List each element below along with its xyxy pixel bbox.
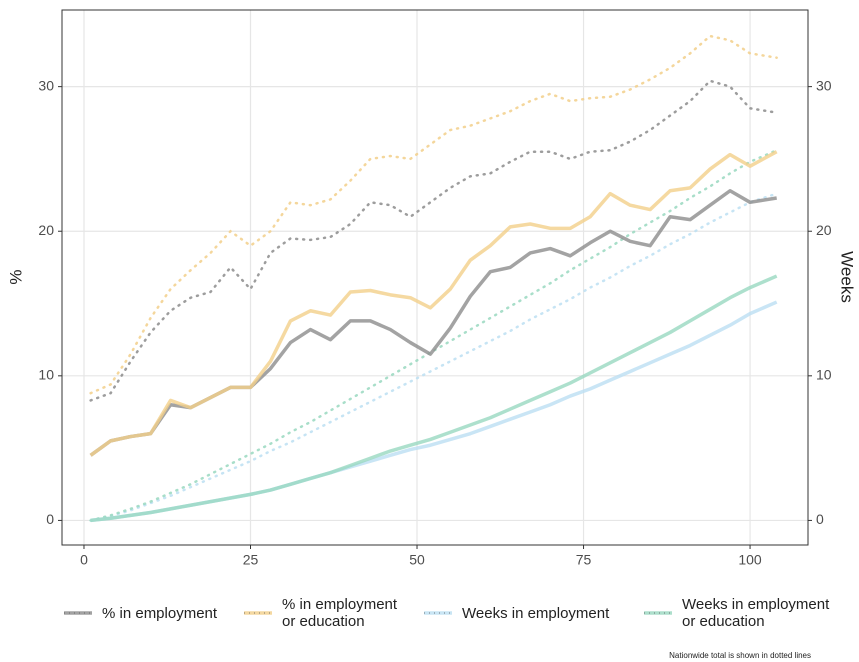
series-line	[89, 150, 778, 457]
nationwide-line	[89, 34, 778, 395]
x-tick-label: 75	[576, 552, 592, 568]
legend-key	[244, 611, 272, 615]
legend-label: % in employment or education	[282, 596, 398, 630]
nationwide-line	[89, 192, 778, 522]
legend-key	[424, 611, 452, 615]
y-tick-label: 0	[46, 511, 54, 527]
series-line	[90, 274, 778, 523]
y-tick-label: 10	[38, 367, 54, 383]
x-tick-label: 100	[738, 552, 762, 568]
plot-area: % Weeks 0 10 20 30 0 10 20 30 0 25 50 75 100	[6, 9, 857, 568]
y-tick-label: 30	[38, 77, 54, 93]
x-tick-label: 25	[243, 552, 259, 568]
y2-tick-label: 0	[816, 511, 824, 527]
y2-tick-label: 20	[816, 222, 832, 238]
y2-tick-label: 30	[816, 77, 832, 93]
x-tick-label: 0	[80, 552, 88, 568]
y-axis-title: %	[6, 269, 25, 284]
series-line	[90, 300, 778, 523]
legend-label: % in employment	[102, 604, 218, 622]
legend-label: Weeks in employment	[462, 604, 610, 622]
y2-axis-title: Weeks	[838, 251, 857, 303]
y-tick-label: 20	[38, 222, 54, 238]
nationwide-line	[89, 79, 778, 402]
legend-key	[64, 611, 92, 615]
nationwide-line	[89, 149, 778, 522]
legend-label: Weeks in employment or education	[682, 596, 830, 630]
plot-border	[61, 9, 809, 546]
legend: % in employment % in employment or educat…	[62, 596, 859, 630]
footnote: Nationwide total is shown in dotted line…	[669, 651, 811, 660]
legend-entry: % in employment or education	[242, 596, 412, 630]
x-tick-label: 50	[409, 552, 425, 568]
legend-key	[644, 611, 672, 615]
y2-tick-label: 10	[816, 367, 832, 383]
series-line	[89, 188, 777, 457]
legend-entry: Weeks in employment	[422, 603, 632, 623]
legend-entry: % in employment	[62, 603, 232, 623]
legend-entry: Weeks in employment or education	[642, 596, 859, 630]
